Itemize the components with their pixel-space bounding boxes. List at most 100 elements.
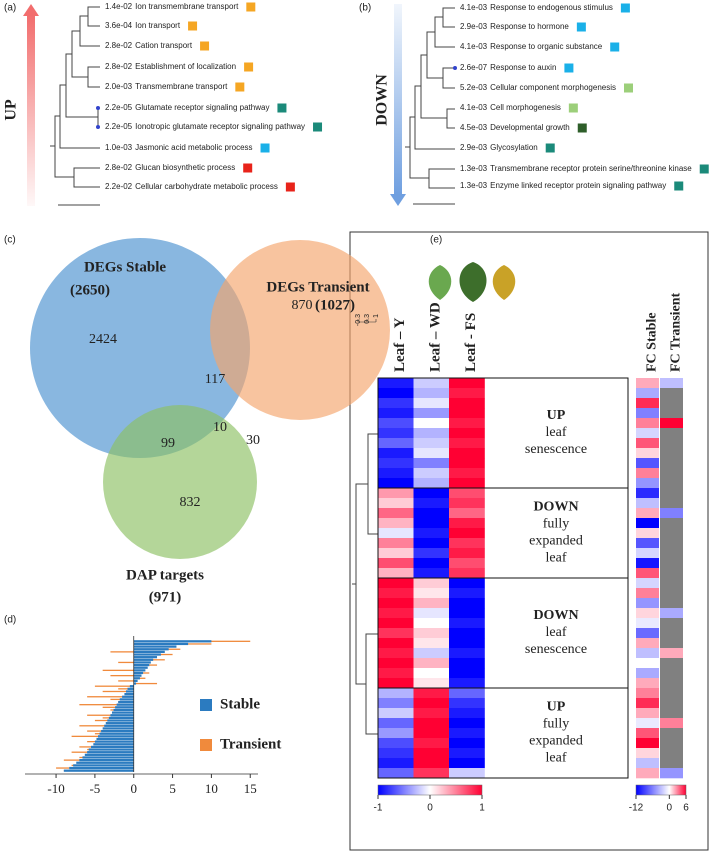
heat-cell	[378, 418, 414, 429]
bar	[79, 758, 134, 762]
term-pvalue: 2.9e-03	[460, 22, 488, 31]
venn-set-name: DAP targets	[126, 567, 204, 583]
legend-label: Transient	[220, 736, 281, 752]
heat-cell	[413, 488, 450, 499]
panel-frame	[349, 231, 709, 851]
fc-cell	[660, 608, 683, 619]
heat-cell	[449, 608, 485, 619]
heat-cell	[413, 588, 450, 599]
fc-cell	[636, 478, 659, 489]
heat-cell	[413, 378, 450, 389]
bar	[87, 696, 134, 698]
venn-set-name: DEGs Transient	[266, 279, 369, 295]
heat-cell	[413, 688, 450, 699]
heat-cell	[449, 738, 485, 749]
heat-cell	[378, 708, 414, 719]
bar	[101, 729, 134, 733]
bar	[110, 674, 134, 677]
term-name: Cellular component morphogenesis	[490, 83, 616, 92]
bar	[111, 711, 134, 714]
heat-cell	[378, 688, 414, 699]
fc-cell	[636, 628, 659, 639]
fc-cell	[636, 658, 659, 669]
heat-cell	[413, 528, 450, 539]
heat-cell	[378, 458, 414, 469]
arrow-head	[390, 194, 406, 206]
scale-label: 0.3	[364, 314, 371, 324]
bar	[133, 671, 144, 675]
heat-cell	[449, 528, 485, 539]
fc-cell	[660, 538, 683, 549]
fc-cell	[636, 488, 659, 499]
x-tick-label: 0	[130, 781, 137, 796]
fc-cell	[636, 548, 659, 559]
heat-cell	[413, 478, 450, 489]
heat-cell	[413, 418, 450, 429]
fc-cell	[636, 638, 659, 649]
direction-arrow	[27, 14, 35, 206]
node-dot	[453, 66, 457, 70]
heat-cell	[378, 728, 414, 739]
group-label: expanded	[529, 734, 583, 749]
category-square	[246, 2, 256, 12]
term-name: Jasmonic acid metabolic process	[135, 143, 252, 152]
heat-cell	[413, 618, 450, 629]
category-square	[545, 143, 555, 153]
fc-cell	[660, 688, 683, 699]
bar	[133, 674, 142, 677]
heat-cell	[449, 728, 485, 739]
fc-cell	[660, 388, 683, 399]
heat-cell	[449, 718, 485, 729]
term-pvalue: 2.2e-05	[105, 103, 133, 112]
heat-cell	[378, 718, 414, 729]
category-square	[243, 163, 253, 173]
fc-cell	[660, 428, 683, 439]
heat-cell	[378, 738, 414, 749]
venn-count: 2424	[89, 332, 117, 347]
node-dot	[96, 125, 100, 129]
venn-count: 117	[205, 372, 225, 387]
heat-cell	[378, 468, 414, 479]
fc-cell	[660, 698, 683, 709]
heat-cell	[378, 568, 414, 579]
term-pvalue: 1.3e-03	[460, 164, 488, 173]
term-pvalue: 5.2e-03	[460, 83, 488, 92]
fc-cell	[660, 598, 683, 609]
color-bar	[377, 784, 483, 796]
category-square	[577, 123, 587, 133]
category-square	[277, 103, 287, 113]
fc-cell	[636, 538, 659, 549]
heat-cell	[378, 558, 414, 569]
heat-cell	[449, 698, 485, 709]
heat-cell	[449, 648, 485, 659]
heat-cell	[378, 638, 414, 649]
x-tick-label: 10	[205, 781, 218, 796]
heat-cell	[413, 498, 450, 509]
heat-cell	[378, 448, 414, 459]
term-name: Establishment of localization	[135, 62, 236, 71]
bar	[87, 751, 134, 754]
bar	[133, 650, 165, 654]
group-label: leaf	[546, 425, 567, 440]
heat-cell	[413, 558, 450, 569]
heat-cell	[378, 488, 414, 499]
heat-cell	[413, 468, 450, 479]
heat-cell	[449, 598, 485, 609]
color-bar-label: 0	[427, 803, 433, 814]
bar	[133, 682, 158, 685]
heat-cell	[413, 538, 450, 549]
term-pvalue: 3.6e-04	[105, 21, 133, 30]
panel-label: (d)	[4, 615, 16, 626]
fc-cell	[660, 398, 683, 409]
bar	[125, 690, 134, 693]
heat-cell	[413, 548, 450, 559]
heat-cell	[378, 528, 414, 539]
bar	[133, 648, 169, 651]
term-pvalue: 2.2e-05	[105, 122, 133, 131]
fc-cell	[660, 648, 683, 659]
fc-cell	[660, 408, 683, 419]
heat-cell	[449, 708, 485, 719]
category-square	[610, 42, 620, 52]
heat-cell	[449, 478, 485, 489]
term-name: Response to hormone	[490, 22, 569, 31]
